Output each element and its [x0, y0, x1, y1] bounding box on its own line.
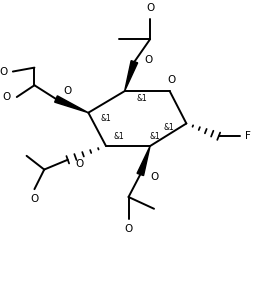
Text: O: O	[75, 159, 84, 169]
Polygon shape	[55, 96, 88, 113]
Text: &1: &1	[137, 94, 148, 103]
Text: &1: &1	[163, 123, 174, 132]
Text: O: O	[0, 67, 7, 77]
Text: O: O	[144, 55, 152, 65]
Text: &1: &1	[113, 132, 124, 141]
Text: O: O	[146, 3, 154, 13]
Text: F: F	[245, 131, 251, 141]
Polygon shape	[125, 61, 138, 91]
Polygon shape	[137, 146, 150, 176]
Text: O: O	[150, 172, 158, 182]
Text: O: O	[64, 86, 72, 96]
Text: &1: &1	[101, 114, 111, 123]
Text: &1: &1	[150, 132, 160, 141]
Text: O: O	[30, 194, 39, 204]
Text: O: O	[168, 75, 176, 85]
Text: O: O	[3, 92, 11, 102]
Text: O: O	[124, 224, 133, 234]
